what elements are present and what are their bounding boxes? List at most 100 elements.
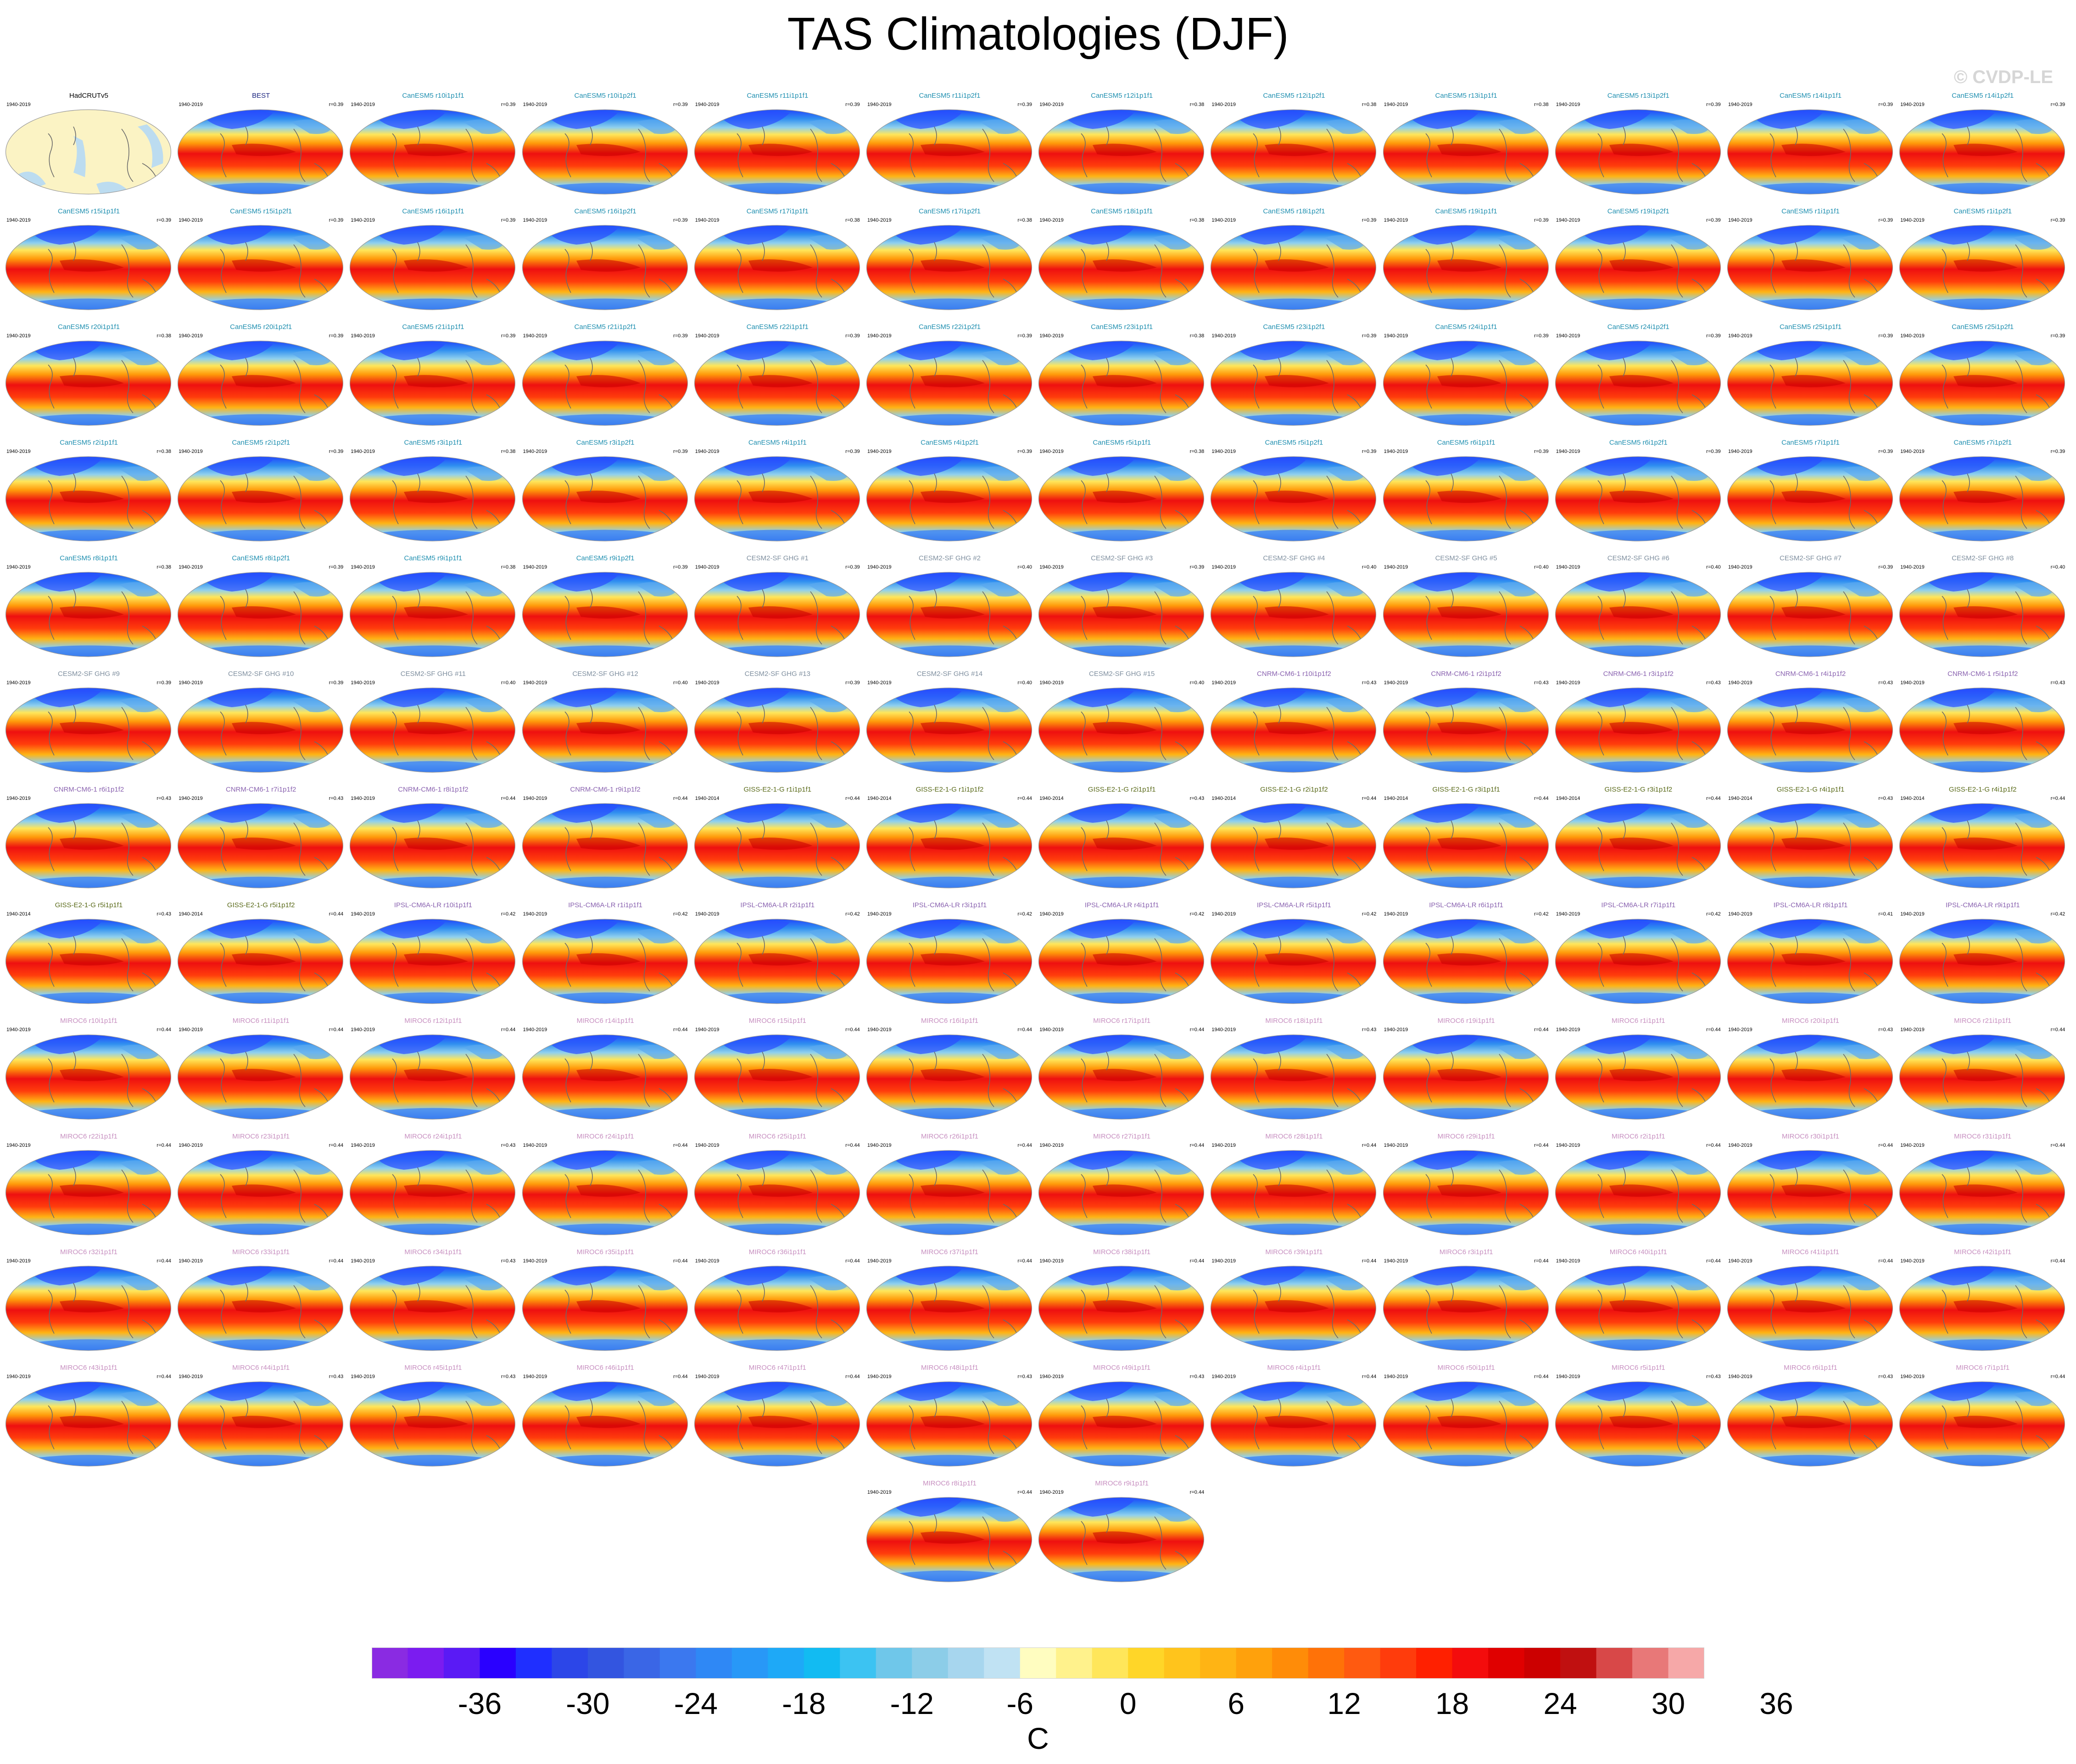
map-panel: CanESM5 r17i1p1f1 1940-2019 r=0.38 [692, 207, 864, 318]
map-plot [694, 572, 860, 657]
map-panel: CanESM5 r6i1p1f1 1940-2019 r=0.39 [1380, 439, 1552, 549]
panel-period: 1940-2019 [1900, 1143, 1925, 1148]
panel-period: 1940-2019 [695, 1143, 720, 1148]
map-panel: CanESM5 r21i1p1f1 1940-2019 r=0.39 [347, 323, 519, 433]
colorbar-segment [480, 1647, 516, 1679]
colorbar-tick-label: -36 [458, 1686, 502, 1720]
panel-period: 1940-2014 [695, 796, 720, 801]
colorbar-segment [948, 1647, 984, 1679]
panel-title: MIROC6 r22i1p1f1 [60, 1133, 118, 1140]
panel-title: IPSL-CM6A-LR r7i1p1f1 [1601, 901, 1676, 909]
map-panel: MIROC6 r27i1p1f1 1940-2019 r=0.44 [1036, 1133, 1208, 1243]
panel-period: 1940-2019 [6, 1258, 31, 1264]
panel-correlation: r=0.44 [329, 1143, 344, 1148]
panel-correlation: r=0.39 [1017, 333, 1032, 339]
map-panel: CanESM5 r1i1p1f1 1940-2019 r=0.39 [1724, 207, 1897, 318]
colorbar-tick-label: -30 [566, 1686, 610, 1720]
map-panel: MIROC6 r42i1p1f1 1940-2019 r=0.44 [1897, 1248, 2069, 1358]
panel-title: MIROC6 r26i1p1f1 [921, 1133, 979, 1140]
map-plot [1383, 1150, 1549, 1235]
panel-correlation: r=0.39 [329, 218, 344, 223]
panel-title: CanESM5 r16i1p1f1 [402, 207, 464, 215]
panel-period: 1940-2019 [351, 333, 375, 339]
panel-correlation: r=0.39 [1878, 564, 1893, 570]
map-panel: CNRM-CM6-1 r5i1p1f2 1940-2019 r=0.43 [1897, 670, 2069, 780]
map-panel: IPSL-CM6A-LR r4i1p1f1 1940-2019 r=0.42 [1036, 901, 1208, 1011]
map-panel: CESM2-SF GHG #7 1940-2019 r=0.39 [1724, 554, 1897, 664]
panel-title: CanESM5 r22i1p2f1 [918, 323, 981, 331]
map-plot [1211, 1381, 1377, 1467]
panel-correlation: r=0.43 [1189, 1374, 1205, 1379]
map-panel: CanESM5 r18i1p1f1 1940-2019 r=0.38 [1036, 207, 1208, 318]
colorbar-segment [587, 1647, 625, 1679]
colorbar-segment [1128, 1647, 1165, 1679]
map-plot [1727, 109, 1893, 195]
panel-period: 1940-2019 [351, 449, 375, 454]
panel-correlation: r=0.44 [1017, 1143, 1032, 1148]
map-panel: GISS-E2-1-G r4i1p1f2 1940-2014 r=0.44 [1897, 786, 2069, 896]
panel-period: 1940-2019 [523, 911, 547, 917]
map-plot [350, 225, 516, 310]
watermark: © CVDP-LE [1953, 67, 2053, 87]
colorbar-tick-label: -18 [782, 1686, 826, 1720]
panel-correlation: r=0.43 [501, 1374, 516, 1379]
colorbar-tick-label: 18 [1435, 1686, 1469, 1720]
panel-title: CanESM5 r10i1p1f1 [402, 92, 464, 100]
panel-title: MIROC6 r42i1p1f1 [1954, 1248, 2012, 1256]
colorbar-segment [1020, 1647, 1056, 1679]
map-panel: IPSL-CM6A-LR r9i1p1f1 1940-2019 r=0.42 [1897, 901, 2069, 1011]
map-plot [1211, 225, 1377, 310]
panel-title: MIROC6 r24i1p1f1 [576, 1133, 634, 1140]
panel-period: 1940-2019 [6, 102, 31, 107]
map-plot [5, 1150, 172, 1235]
map-panel: CESM2-SF GHG #12 1940-2019 r=0.40 [519, 670, 692, 780]
panel-period: 1940-2019 [1211, 1027, 1236, 1033]
map-plot [350, 572, 516, 657]
map-panel: GISS-E2-1-G r3i1p1f2 1940-2014 r=0.44 [1552, 786, 1724, 896]
panel-correlation: r=0.39 [673, 564, 688, 570]
panel-correlation: r=0.42 [1534, 911, 1549, 917]
panel-correlation: r=0.39 [2050, 102, 2065, 107]
panel-title: CanESM5 r1i1p1f1 [1781, 207, 1840, 215]
panel-title: CanESM5 r25i1p2f1 [1952, 323, 2014, 331]
panel-period: 1940-2019 [1039, 1374, 1064, 1379]
panel-period: 1940-2019 [351, 564, 375, 570]
panel-period: 1940-2019 [695, 1027, 720, 1033]
panel-title: CanESM5 r25i1p1f1 [1779, 323, 1842, 331]
map-panel: CNRM-CM6-1 r8i1p1f2 1940-2019 r=0.44 [347, 786, 519, 896]
panel-period: 1940-2019 [1039, 1143, 1064, 1148]
panel-correlation: r=0.40 [1017, 680, 1032, 686]
panel-title: IPSL-CM6A-LR r1i1p1f1 [568, 901, 642, 909]
panel-period: 1940-2019 [1384, 102, 1408, 107]
map-plot [694, 803, 860, 888]
panel-title: MIROC6 r23i1p1f1 [232, 1133, 290, 1140]
map-panel: MIROC6 r20i1p1f1 1940-2019 r=0.43 [1724, 1017, 1897, 1127]
map-plot [522, 456, 688, 541]
map-plot [694, 1034, 860, 1120]
map-plot [1383, 341, 1549, 426]
map-plot [5, 919, 172, 1004]
panel-correlation: r=0.44 [1878, 1143, 1893, 1148]
map-panel: CanESM5 r1i1p2f1 1940-2019 r=0.39 [1897, 207, 2069, 318]
panel-title: MIROC6 r31i1p1f1 [1954, 1133, 2012, 1140]
panel-title: MIROC6 r36i1p1f1 [748, 1248, 806, 1256]
panel-title: CanESM5 r14i1p1f1 [1779, 92, 1842, 100]
panel-period: 1940-2019 [1384, 1374, 1408, 1379]
panel-title: CESM2-SF GHG #10 [228, 670, 294, 678]
map-panel: GISS-E2-1-G r2i1p1f2 1940-2014 r=0.44 [1208, 786, 1380, 896]
map-panel: CanESM5 r13i1p1f1 1940-2019 r=0.38 [1380, 92, 1552, 202]
panel-period: 1940-2019 [1728, 911, 1752, 917]
panel-correlation: r=0.39 [2050, 449, 2065, 454]
map-plot [1899, 1150, 2065, 1235]
panel-correlation: r=0.38 [501, 564, 516, 570]
map-plot [522, 225, 688, 310]
map-plot [694, 109, 860, 195]
panel-title: MIROC6 r19i1p1f1 [1437, 1017, 1495, 1025]
panel-period: 1940-2019 [1728, 449, 1752, 454]
panel-correlation: r=0.40 [1017, 564, 1032, 570]
panel-period: 1940-2019 [179, 564, 203, 570]
panel-period: 1940-2019 [523, 1258, 547, 1264]
map-panel: CanESM5 r16i1p2f1 1940-2019 r=0.39 [519, 207, 692, 318]
panel-title: GISS-E2-1-G r3i1p1f1 [1432, 786, 1500, 793]
panel-title: CanESM5 r3i1p2f1 [576, 439, 635, 447]
